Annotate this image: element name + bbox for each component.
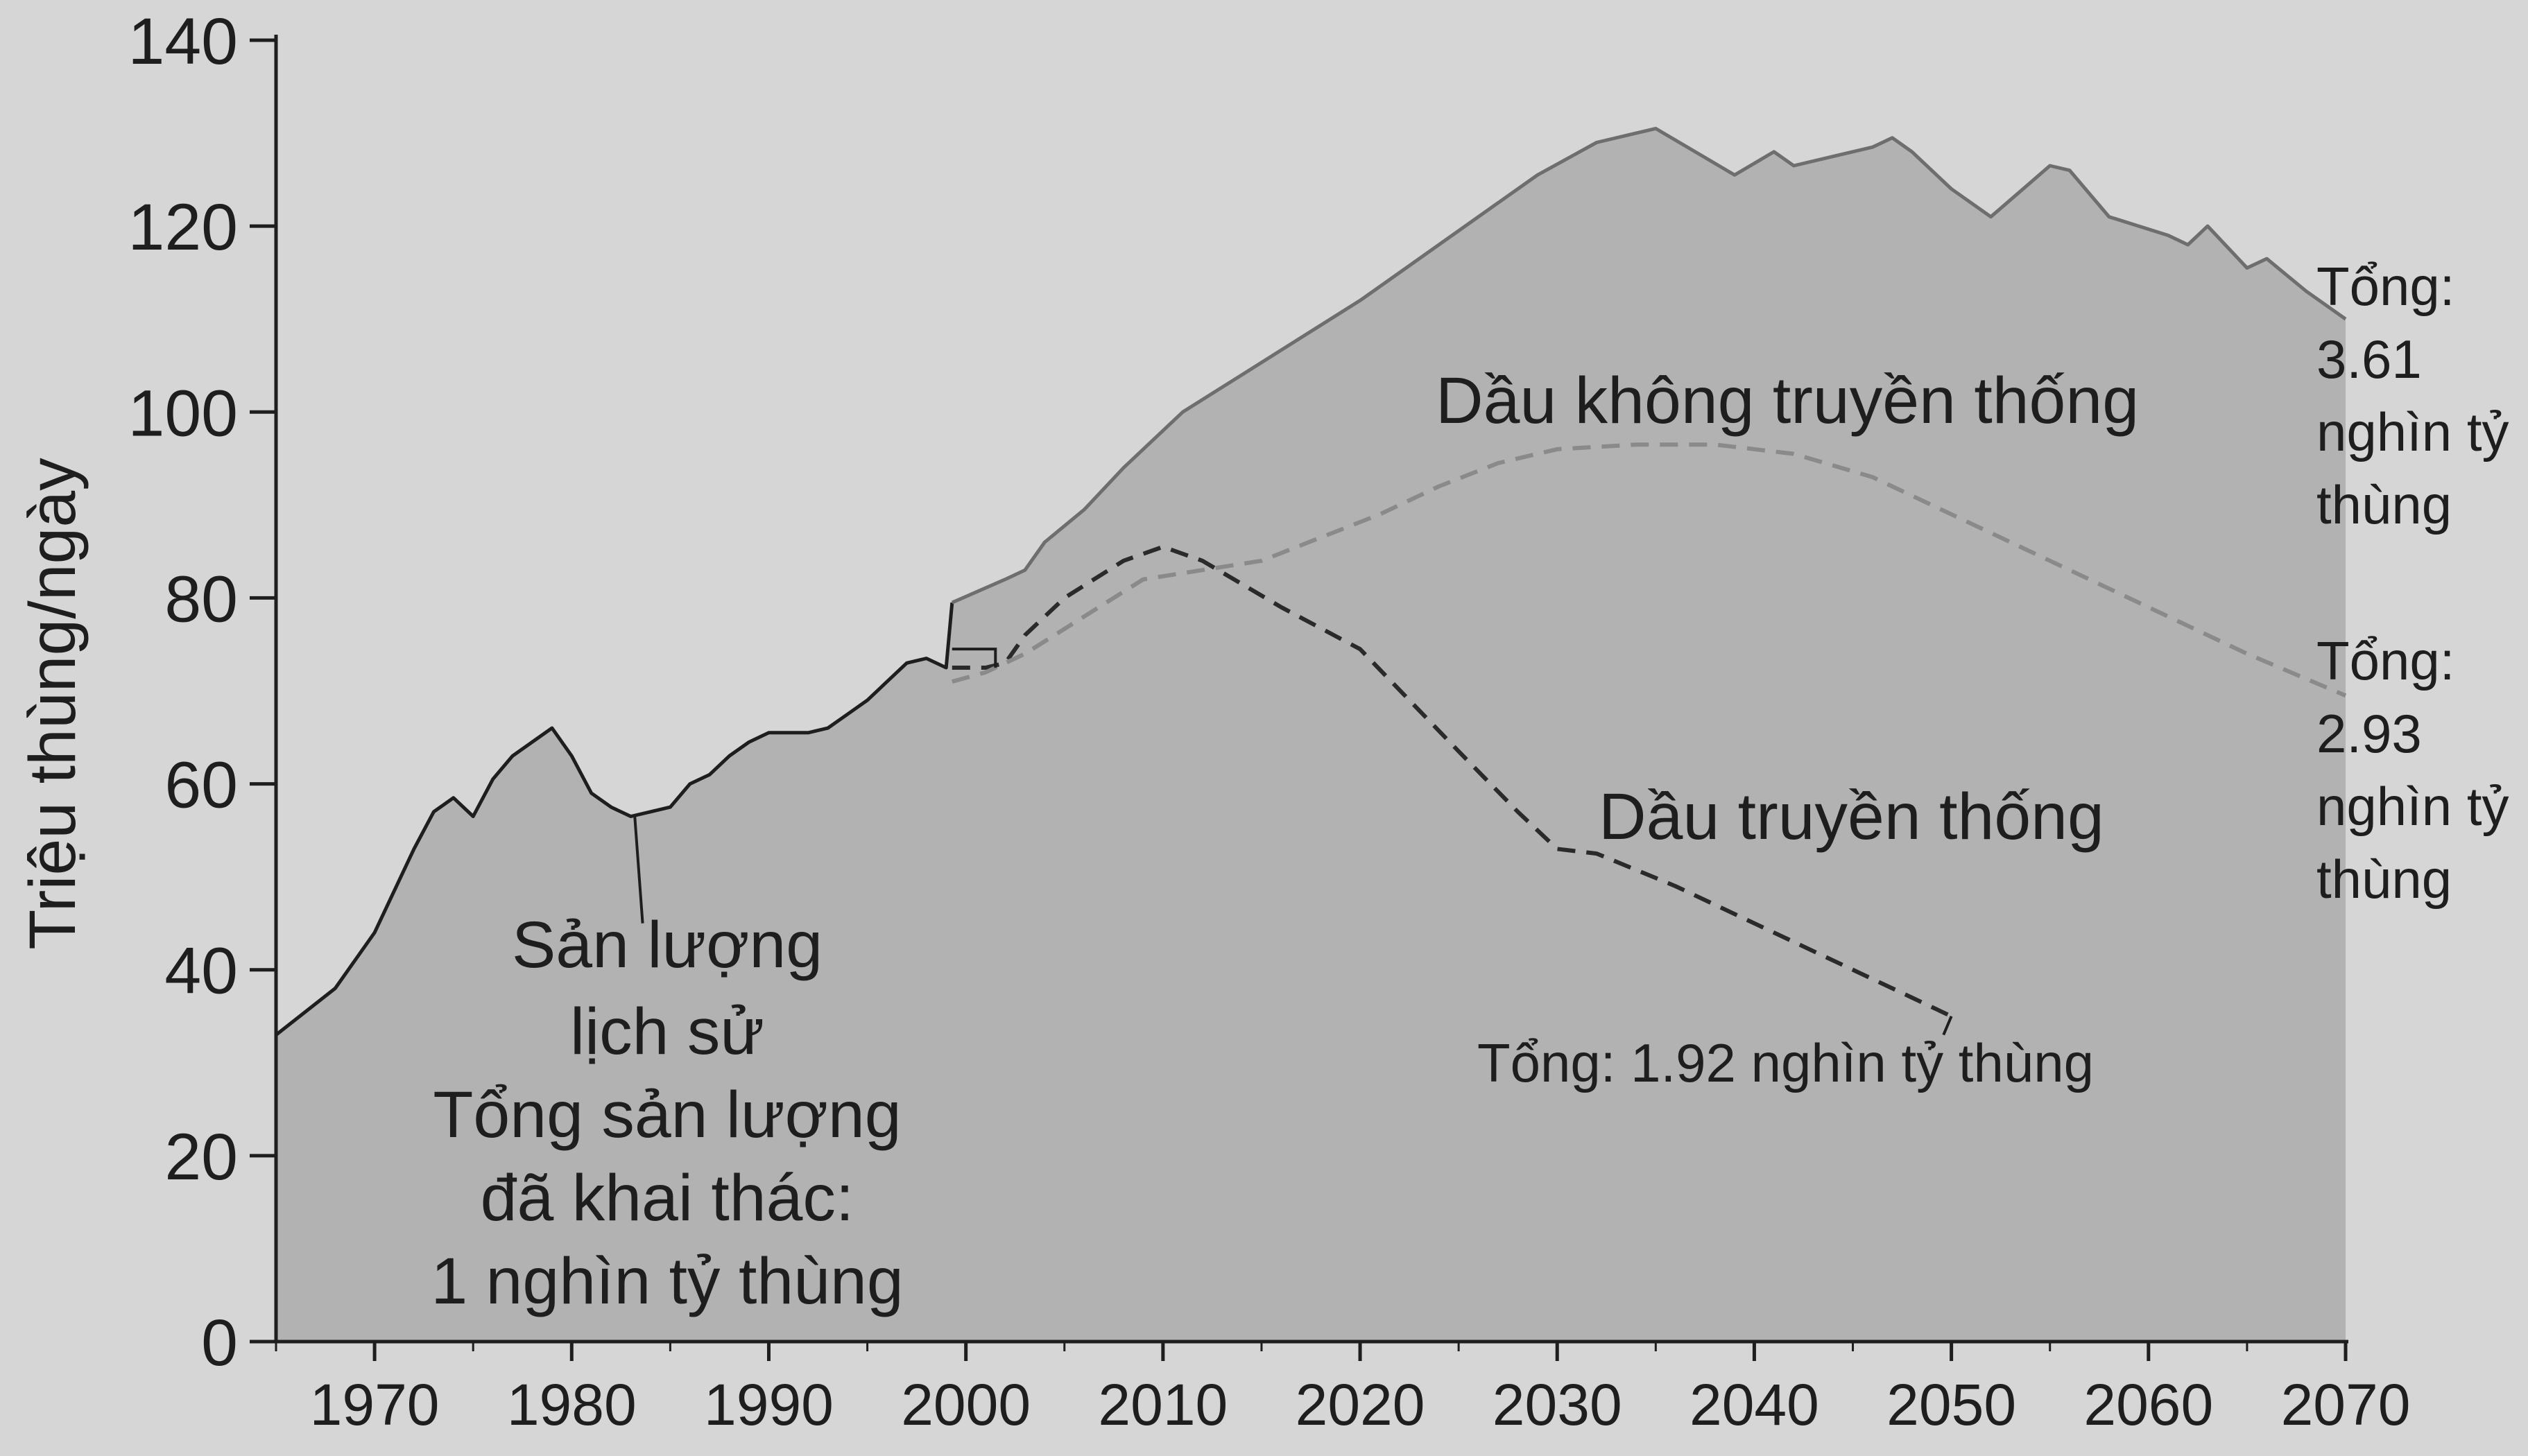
x-tick-label: 2020 bbox=[1296, 1372, 1425, 1437]
production-area bbox=[276, 128, 2346, 1342]
y-axis-title: Triệu thùng/ngày bbox=[16, 458, 89, 950]
total-all-line-4: thùng bbox=[2316, 474, 2452, 535]
historical-line-3: Tổng sản lượng bbox=[433, 1078, 901, 1152]
total-unconv-line-3: nghìn tỷ bbox=[2316, 776, 2509, 837]
y-tick-label: 60 bbox=[164, 749, 238, 822]
x-tick-label: 2010 bbox=[1098, 1372, 1228, 1437]
total-all-line-2: 3.61 bbox=[2316, 329, 2422, 390]
x-tick-label: 2040 bbox=[1689, 1372, 1819, 1437]
y-tick-label: 40 bbox=[164, 935, 238, 1008]
x-tick-label: 2000 bbox=[901, 1372, 1031, 1437]
total-unconv-line-4: thùng bbox=[2316, 849, 2452, 910]
total-all-annotation: Tổng: 3.61 nghìn tỷ thùng bbox=[2316, 256, 2509, 535]
y-tick-label: 120 bbox=[128, 191, 238, 264]
conventional-leader-line bbox=[1942, 1015, 1953, 1036]
conventional-series-line bbox=[952, 544, 1952, 1019]
total-unconventional-annotation: Tổng: 2.93 nghìn tỷ thùng bbox=[2316, 630, 2509, 910]
total-all-line-3: nghìn tỷ bbox=[2316, 401, 2509, 462]
y-tick-label: 0 bbox=[201, 1306, 238, 1380]
unconventional-label: Dầu không truyền thống bbox=[1436, 364, 2139, 437]
historical-series-line bbox=[275, 602, 954, 1037]
historical-line-5: 1 nghìn tỷ thùng bbox=[431, 1245, 903, 1318]
x-tick-label: 1990 bbox=[704, 1372, 834, 1437]
total-unconv-line-1: Tổng: bbox=[2316, 630, 2454, 691]
x-tick-label: 2060 bbox=[2083, 1372, 2213, 1437]
conventional-total-label: Tổng: 1.92 nghìn tỷ thùng bbox=[1477, 1032, 2094, 1093]
x-tick-label: 1970 bbox=[310, 1372, 440, 1437]
historical-annotation: Sản lượng lịch sử Tổng sản lượng đã khai… bbox=[431, 908, 903, 1318]
conventional-label: Dầu truyền thống bbox=[1599, 780, 2104, 853]
historical-line-4: đã khai thác: bbox=[481, 1161, 854, 1235]
historical-line-1: Sản lượng bbox=[512, 908, 823, 982]
series-lines bbox=[275, 126, 2347, 1037]
transition-bracket bbox=[952, 648, 997, 668]
y-tick-label: 140 bbox=[128, 5, 238, 78]
historical-leader-line bbox=[633, 816, 644, 924]
y-tick-label: 100 bbox=[128, 376, 238, 450]
historical-line-2: lịch sử bbox=[570, 995, 764, 1068]
x-tick-label: 2030 bbox=[1493, 1372, 1622, 1437]
x-tick-label: 2050 bbox=[1886, 1372, 2016, 1437]
total-unconv-line-2: 2.93 bbox=[2316, 703, 2422, 764]
x-tick-label: 2070 bbox=[2281, 1372, 2411, 1437]
axes bbox=[274, 35, 2348, 1344]
y-tick-label: 20 bbox=[164, 1120, 238, 1194]
x-tick-label: 1980 bbox=[507, 1372, 637, 1437]
total-series-line bbox=[951, 126, 2347, 605]
total-all-line-1: Tổng: bbox=[2316, 256, 2454, 317]
y-tick-label: 80 bbox=[164, 562, 238, 636]
unconventional-series-line bbox=[951, 442, 2347, 697]
